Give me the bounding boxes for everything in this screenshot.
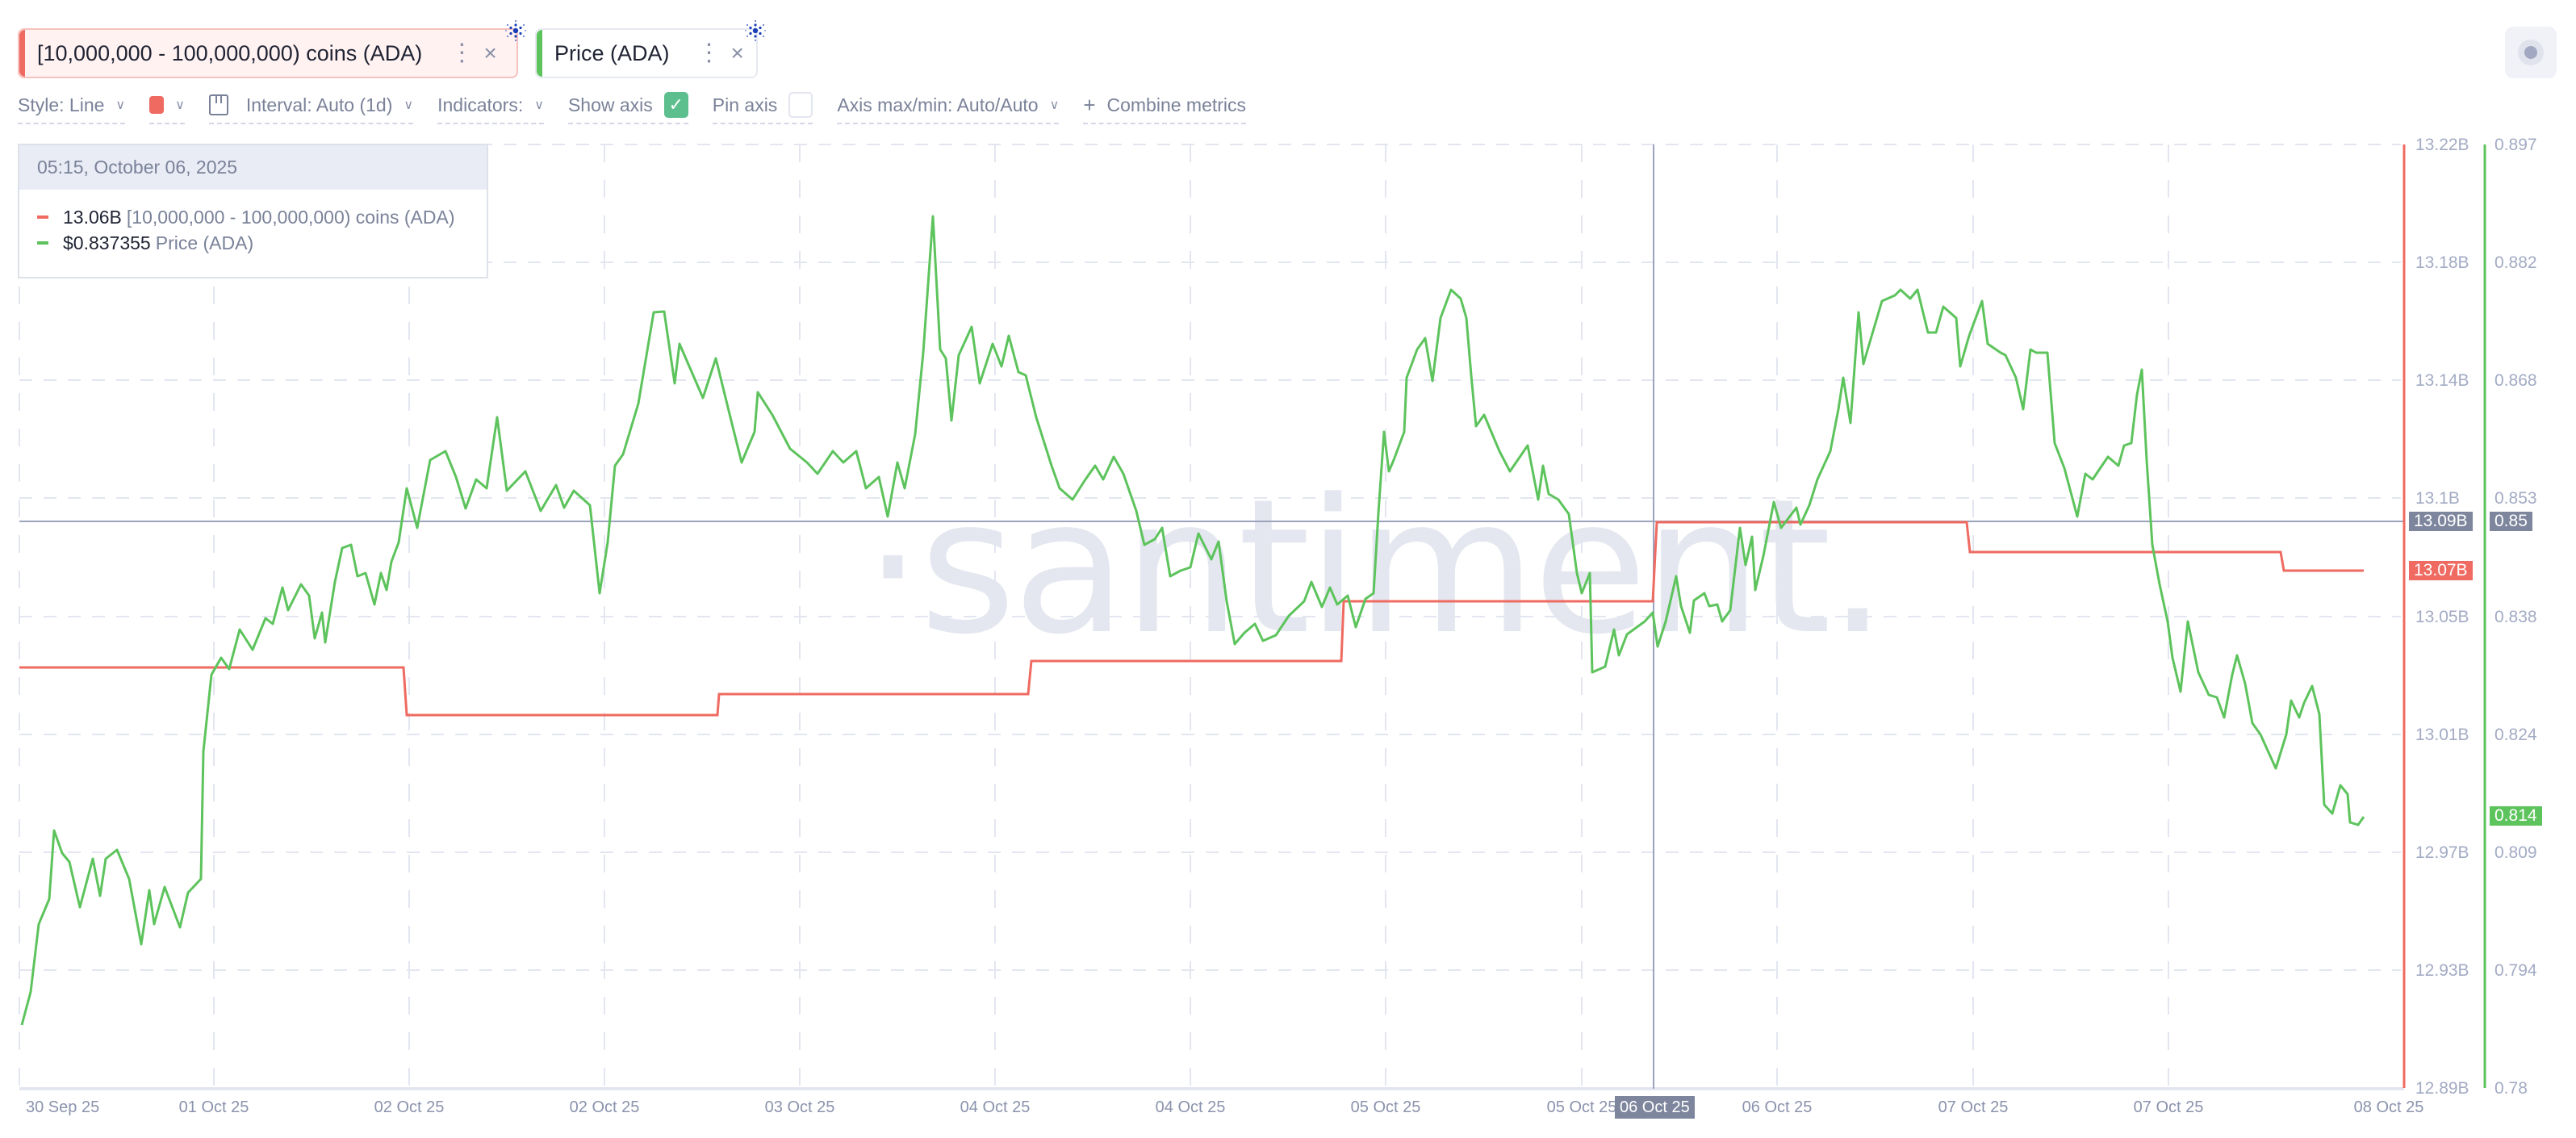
crosshair-price-badge: 0.85 [2490,512,2532,531]
y-axis-price-labels: 0.897 0.882 0.868 0.853 0.838 0.824 0.80… [2494,136,2537,1098]
tooltip-value: $0.837355 [63,232,151,253]
y-axis-supply-labels: 13.22B 13.18B 13.14B 13.1B 13.05B 13.01B… [2415,136,2469,1098]
svg-text:0.838: 0.838 [2494,608,2537,626]
svg-text:08 Oct 25: 08 Oct 25 [2354,1098,2424,1116]
svg-text:12.97B: 12.97B [2415,843,2469,862]
chevron-down-icon: ∨ [115,98,126,112]
show-axis-label: Show axis [567,94,653,115]
svg-text:01 Oct 25: 01 Oct 25 [179,1098,249,1116]
interval-dropdown[interactable]: Interval: Auto (1d) ∨ [208,92,414,124]
svg-text:0.809: 0.809 [2494,843,2537,862]
svg-text:0.868: 0.868 [2494,371,2537,390]
svg-text:02 Oct 25: 02 Oct 25 [374,1098,445,1116]
tooltip-value: 13.06B [63,206,122,228]
x-axis-labels: 30 Sep 25 01 Oct 25 02 Oct 25 02 Oct 25 … [26,1098,2423,1116]
cardano-icon [745,20,766,41]
crosshair-date-badge: 06 Oct 25 [1615,1096,1695,1119]
last-supply-badge: 13.07B [2409,561,2473,580]
metric-label: Price (ADA) [554,40,670,65]
svg-text:0.882: 0.882 [2494,253,2537,272]
svg-text:13.14B: 13.14B [2415,371,2469,390]
combine-metrics-label: Combine metrics [1106,94,1247,115]
svg-text:13.22B: 13.22B [2415,136,2469,154]
color-swatch [149,96,165,114]
svg-text:13.05B: 13.05B [2415,608,2469,626]
svg-text:06 Oct 25: 06 Oct 25 [1742,1098,1813,1116]
combine-metrics-button[interactable]: + Combine metrics [1083,92,1247,124]
svg-text:05 Oct 25: 05 Oct 25 [1351,1098,1421,1116]
indicators-label: Indicators: [437,94,524,115]
metric-color-bar [19,30,25,77]
chart-toolbar: Style: Line ∨ ∨ Interval: Auto (1d) ∨ In… [18,90,1270,126]
svg-text:03 Oct 25: 03 Oct 25 [765,1098,835,1116]
pin-axis-label: Pin axis [712,94,778,115]
svg-text:02 Oct 25: 02 Oct 25 [570,1098,640,1116]
cardano-icon [505,20,526,41]
metric-label: [10,000,000 - 100,000,000) coins (ADA) [37,40,423,65]
tooltip-datetime: 05:15, October 06, 2025 [19,145,487,190]
svg-text:13.18B: 13.18B [2415,253,2469,272]
svg-text:13.01B: 13.01B [2415,726,2469,744]
style-dropdown[interactable]: Style: Line ∨ [18,92,126,124]
svg-text:0.897: 0.897 [2494,136,2537,154]
svg-text:13.1B: 13.1B [2415,489,2460,508]
svg-text:0.794: 0.794 [2494,961,2537,980]
metric-chip-supply[interactable]: [10,000,000 - 100,000,000) coins (ADA) ⋮… [18,20,526,78]
svg-text:12.89B: 12.89B [2415,1079,2469,1098]
metric-color-bar [537,30,542,77]
show-axis-checkbox[interactable]: ✓ [663,92,688,118]
close-icon[interactable]: × [730,40,744,65]
chevron-down-icon: ∨ [534,98,544,112]
series-supply-line [19,521,2364,717]
svg-text:12.93B: 12.93B [2415,961,2469,980]
last-price-badge: 0.814 [2490,806,2542,826]
show-axis-toggle[interactable]: Show axis ✓ [567,92,688,124]
svg-text:0.853: 0.853 [2494,489,2537,508]
pin-axis-checkbox[interactable] [788,92,813,118]
chevron-down-icon: ∨ [175,98,185,112]
svg-text:0.78: 0.78 [2494,1079,2528,1098]
svg-text:05 Oct 25: 05 Oct 25 [1547,1098,1617,1116]
svg-text:0.824: 0.824 [2494,726,2537,744]
tooltip-row-price: $0.837355 Price (ADA) [37,230,487,256]
svg-text:04 Oct 25: 04 Oct 25 [1156,1098,1226,1116]
legend-marker [37,215,48,219]
style-label: Style: Line [18,94,105,115]
crosshair-supply-badge: 13.09B [2409,512,2473,531]
color-dropdown[interactable]: ∨ [149,92,185,124]
tooltip-row-supply: 13.06B [10,000,000 - 100,000,000) coins … [37,204,487,230]
svg-text:30 Sep 25: 30 Sep 25 [26,1098,99,1116]
close-icon[interactable]: × [483,40,497,65]
indicators-dropdown[interactable]: Indicators: ∨ [437,92,544,124]
chevron-down-icon: ∨ [1049,98,1060,112]
record-icon [2518,40,2544,65]
legend-marker [37,241,48,245]
chart-tooltip: 05:15, October 06, 2025 13.06B [10,000,0… [18,144,488,278]
plus-icon: + [1083,92,1096,117]
series-price-line [20,215,2365,1026]
axis-maxmin-dropdown[interactable]: Axis max/min: Auto/Auto ∨ [837,92,1060,124]
grid-vertical [19,144,2169,1088]
pin-axis-toggle[interactable]: Pin axis [712,92,813,124]
svg-text:07 Oct 25: 07 Oct 25 [2134,1098,2204,1116]
chevron-down-icon: ∨ [404,98,414,112]
svg-text:04 Oct 25: 04 Oct 25 [960,1098,1031,1116]
tooltip-metric-name: [10,000,000 - 100,000,000) coins (ADA) [126,206,455,228]
interval-label: Interval: Auto (1d) [245,94,393,115]
record-button[interactable] [2505,27,2557,78]
metric-chip-price[interactable]: Price (ADA) ⋮ × [535,20,766,78]
svg-text:07 Oct 25: 07 Oct 25 [1938,1098,2009,1116]
axis-maxmin-label: Axis max/min: Auto/Auto [837,94,1039,115]
tooltip-metric-name: Price (ADA) [155,232,254,253]
check-icon: ✓ [668,94,684,115]
ruler-icon [208,94,228,115]
